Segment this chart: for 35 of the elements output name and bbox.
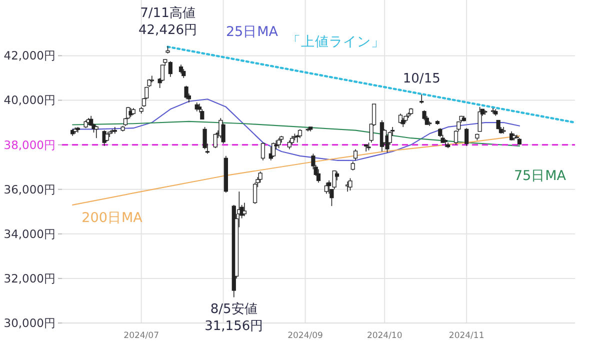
candlestick [422,110,426,121]
candlestick [202,126,207,150]
candlestick [348,178,352,191]
candlestick [150,75,154,83]
y-tick-label: 36,000円 [4,182,56,196]
candlestick [420,94,424,104]
candlestick [260,142,266,161]
series-label: 「上値ライン」 [287,34,385,50]
candlestick [242,202,247,216]
annotation: 7/11高値 42,426円 [138,5,198,38]
x-tick-label: 2024/07 [124,331,159,341]
x-tick-label: 2024/09 [288,331,323,341]
y-tick-label: 38,000円 [4,138,56,152]
text: 25日MA [226,24,279,40]
y-tick-label: 40,000円 [4,93,56,108]
candlestick [464,128,469,146]
candlestick [443,138,448,148]
line-series [72,98,520,161]
y-tick-label: 34,000円 [4,226,56,241]
candlestick [258,171,262,184]
series-label: 75日MA [514,168,567,184]
y-tick-label: 42,000円 [4,48,56,63]
y-tick-label: 30,000円 [4,316,56,330]
series-label: 200日MA [82,210,144,226]
candlestick [353,148,358,161]
candlestick [364,144,368,152]
x-tick-label: 2024/10 [366,331,402,341]
y-tick-label: 32,000円 [4,271,56,286]
annotation: 8/5安値 31,156円 [204,301,264,334]
candlestick [316,168,321,184]
candlestick [94,125,98,139]
line-series [72,120,520,146]
x-tick-label: 2024/11 [448,331,484,341]
annotation: 10/15 [402,71,440,86]
candlestick [184,85,188,100]
